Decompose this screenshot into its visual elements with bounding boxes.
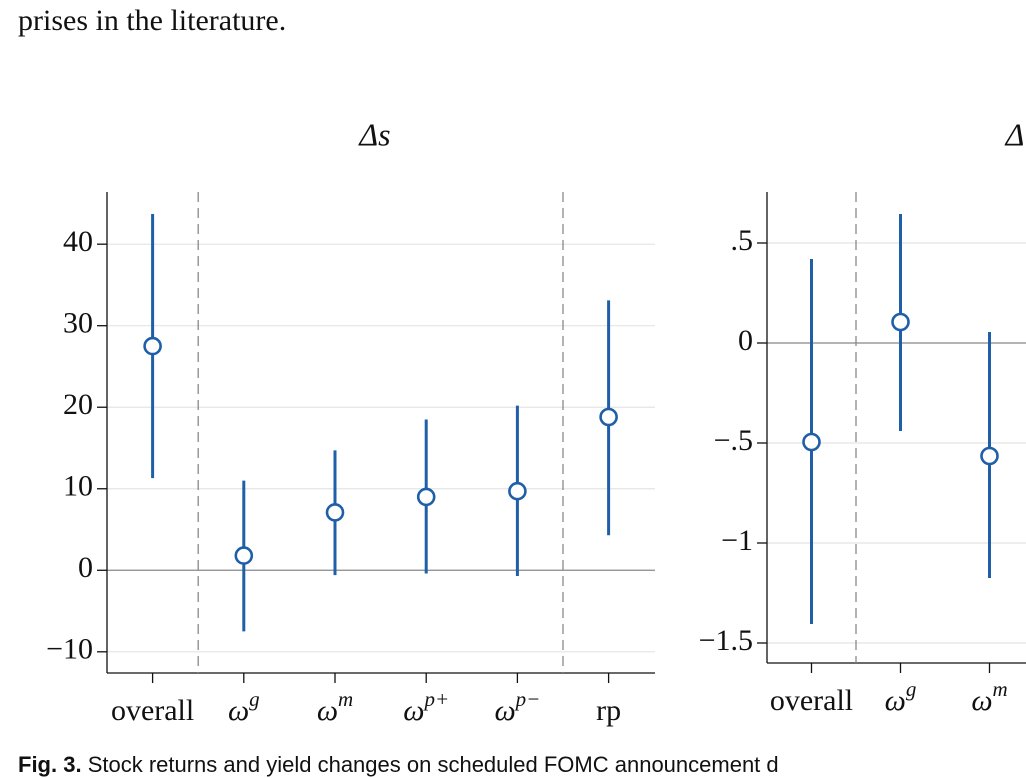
y-tick-label: −10 — [46, 633, 93, 666]
y-tick-label: 30 — [63, 307, 93, 340]
y-tick-label: 10 — [63, 470, 93, 503]
point — [802, 432, 821, 452]
x-tick-label: overall — [111, 694, 194, 727]
point — [891, 312, 910, 332]
x-tick-label: ωm — [971, 677, 1007, 717]
point — [980, 446, 999, 466]
y-tick-label: .5 — [731, 224, 754, 257]
x-tick-label: ωm — [317, 687, 353, 727]
x-tick-label: ωg — [228, 687, 260, 727]
caption-label: Fig. 3. — [18, 752, 82, 777]
x-tick-label: ωp+ — [403, 687, 449, 727]
chart-title: Δ — [1004, 116, 1025, 152]
x-tick-label: rp — [596, 694, 621, 727]
y-tick-label: 0 — [78, 551, 93, 584]
point — [416, 487, 436, 507]
chart-title: Δs — [357, 116, 390, 152]
point — [234, 546, 254, 565]
caption-text: Stock returns and yield changes on sched… — [87, 752, 779, 777]
y-tick-label: 0 — [738, 324, 753, 357]
caption: Fig. 3. Stock returns and yield changes … — [18, 752, 779, 778]
y-tick-label: −1 — [721, 524, 753, 557]
y-tick-label: −.5 — [714, 424, 753, 457]
point — [599, 407, 618, 427]
y-tick-label: −1.5 — [699, 624, 753, 657]
x-tick-label: ωp− — [494, 687, 540, 727]
y-tick-label: 40 — [63, 225, 93, 258]
x-tick-label: ωg — [885, 677, 917, 717]
x-tick-label: overall — [770, 684, 853, 717]
point — [143, 336, 162, 356]
body-text: prises in the literature. — [18, 4, 287, 37]
point — [325, 503, 345, 522]
point — [508, 481, 527, 501]
y-tick-label: 20 — [63, 388, 93, 421]
